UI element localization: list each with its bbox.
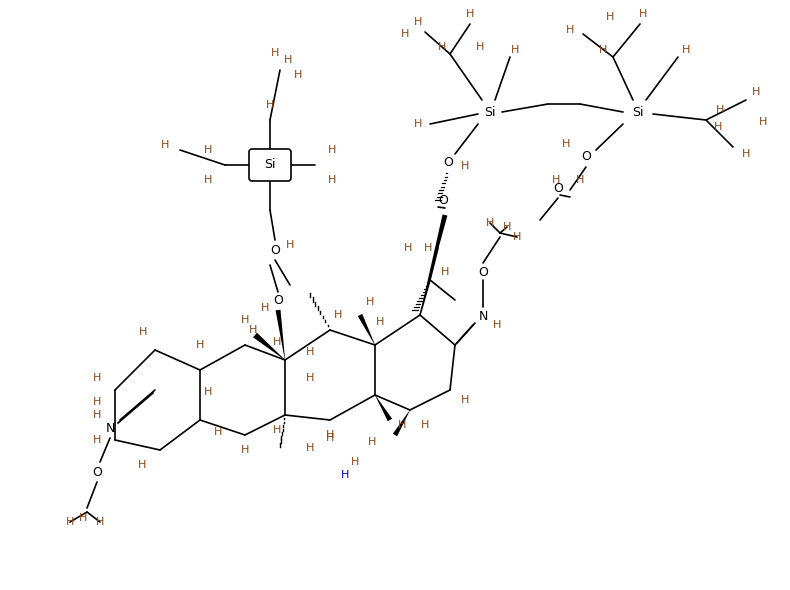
Text: H: H <box>461 161 469 171</box>
Text: H: H <box>249 325 258 335</box>
Text: H: H <box>137 460 146 470</box>
Text: H: H <box>414 17 422 27</box>
Text: H: H <box>368 437 376 447</box>
Text: H: H <box>340 470 349 480</box>
Text: H: H <box>351 457 359 467</box>
Text: H: H <box>576 175 584 185</box>
Text: H: H <box>273 337 281 347</box>
Polygon shape <box>419 214 447 315</box>
Text: H: H <box>284 55 292 65</box>
Text: H: H <box>306 347 314 357</box>
Text: H: H <box>476 42 484 52</box>
Text: H: H <box>404 243 412 253</box>
Text: H: H <box>325 433 334 443</box>
Text: H: H <box>551 175 560 185</box>
Text: H: H <box>92 435 101 445</box>
Text: H: H <box>716 105 724 115</box>
Polygon shape <box>253 333 285 360</box>
Text: O: O <box>92 466 102 478</box>
Text: H: H <box>261 303 269 313</box>
Text: O: O <box>478 267 488 280</box>
Text: H: H <box>639 9 647 19</box>
Text: O: O <box>553 182 563 195</box>
Polygon shape <box>358 314 375 345</box>
Text: H: H <box>511 45 519 55</box>
Text: O: O <box>438 194 448 206</box>
Text: O: O <box>270 244 280 257</box>
Text: H: H <box>566 25 574 35</box>
Text: H: H <box>398 420 406 430</box>
Text: H: H <box>466 9 474 19</box>
Text: H: H <box>441 267 450 277</box>
Polygon shape <box>276 310 285 360</box>
Text: H: H <box>493 320 501 330</box>
Text: H: H <box>306 373 314 383</box>
Text: H: H <box>759 117 767 127</box>
Text: H: H <box>682 45 690 55</box>
Text: H: H <box>241 315 249 325</box>
FancyBboxPatch shape <box>249 149 291 181</box>
Text: H: H <box>294 70 303 80</box>
Text: H: H <box>241 445 249 455</box>
Text: H: H <box>599 45 608 55</box>
Text: H: H <box>265 100 274 110</box>
Text: H: H <box>752 87 760 97</box>
Text: H: H <box>401 29 409 39</box>
Polygon shape <box>375 395 392 421</box>
Text: H: H <box>196 340 204 350</box>
Text: H: H <box>306 443 314 453</box>
Text: H: H <box>271 48 279 58</box>
Text: H: H <box>486 218 495 228</box>
Text: H: H <box>562 139 570 149</box>
Text: H: H <box>328 175 337 185</box>
Text: H: H <box>204 175 213 185</box>
Text: Si: Si <box>264 159 276 172</box>
Text: H: H <box>204 145 213 155</box>
Text: H: H <box>513 232 521 242</box>
Text: H: H <box>92 397 101 407</box>
Text: O: O <box>273 293 283 306</box>
Text: H: H <box>502 222 511 232</box>
Text: H: H <box>376 317 384 327</box>
Text: O: O <box>581 150 591 163</box>
Text: O: O <box>443 156 453 169</box>
Text: H: H <box>96 517 104 527</box>
Text: H: H <box>423 243 432 253</box>
Text: H: H <box>742 149 750 159</box>
Text: H: H <box>92 373 101 383</box>
Text: H: H <box>606 12 614 22</box>
Text: H: H <box>92 410 101 420</box>
Text: H: H <box>79 513 87 523</box>
Text: H: H <box>328 145 337 155</box>
Text: Si: Si <box>484 106 496 119</box>
Text: H: H <box>714 122 722 132</box>
Text: H: H <box>325 430 334 440</box>
Text: H: H <box>421 420 429 430</box>
Text: H: H <box>214 427 222 437</box>
Text: H: H <box>438 42 446 52</box>
Polygon shape <box>393 410 410 436</box>
Text: H: H <box>273 425 281 435</box>
Text: H: H <box>204 387 213 397</box>
Text: Si: Si <box>632 106 644 119</box>
Text: H: H <box>161 140 169 150</box>
Text: H: H <box>66 517 74 527</box>
Text: H: H <box>286 240 294 250</box>
Text: H: H <box>461 395 469 405</box>
Text: H: H <box>414 119 422 129</box>
Text: H: H <box>334 310 342 320</box>
Text: N: N <box>478 310 487 323</box>
Text: H: H <box>366 297 374 307</box>
Text: H: H <box>139 327 147 337</box>
Text: N: N <box>105 421 115 434</box>
